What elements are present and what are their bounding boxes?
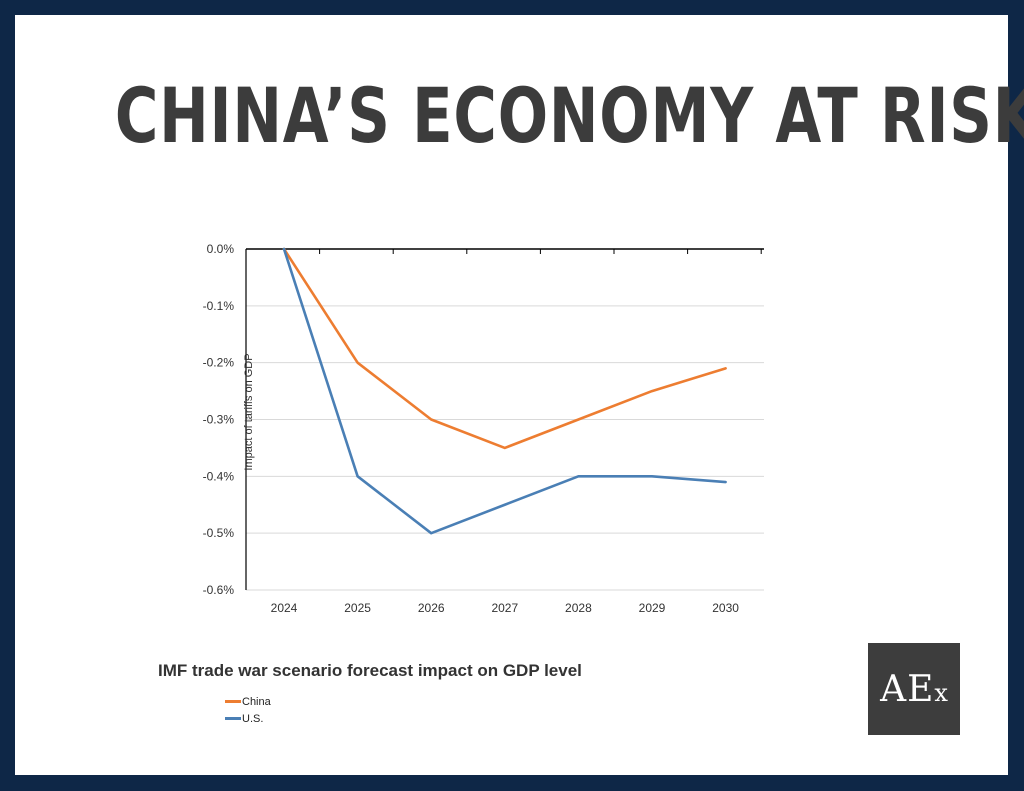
legend-swatch-china bbox=[225, 700, 241, 703]
chart-legend: China U.S. bbox=[225, 693, 271, 727]
x-tick-label-2028: 2028 bbox=[565, 601, 592, 615]
legend-swatch-us bbox=[225, 717, 241, 720]
y-tick-label-0: 0.0% bbox=[207, 242, 235, 256]
y-axis-label: Impact of tariffs on GDP bbox=[243, 353, 255, 470]
y-tick-label-3: -0.3% bbox=[203, 413, 235, 427]
y-tick-label-2: -0.2% bbox=[203, 356, 235, 370]
x-tick-label-2029: 2029 bbox=[639, 601, 666, 615]
series-line-china bbox=[282, 247, 727, 450]
y-tick-label-6: -0.6% bbox=[203, 583, 235, 597]
y-tick-label-1: -0.1% bbox=[203, 299, 235, 313]
x-tick-label-2024: 2024 bbox=[271, 601, 298, 615]
x-tick-label-2027: 2027 bbox=[491, 601, 518, 615]
y-tick-label-5: -0.5% bbox=[203, 526, 235, 540]
legend-label-us: U.S. bbox=[242, 712, 264, 725]
x-tick-label-2025: 2025 bbox=[344, 601, 371, 615]
axes bbox=[245, 248, 764, 590]
series-line-us bbox=[282, 247, 727, 535]
tick-labels: 0.0% -0.1% -0.2% -0.3% -0.4% -0.5% -0.6% 2024 20… bbox=[203, 242, 740, 615]
legend-item-china: China bbox=[225, 693, 271, 710]
x-tick-label-2026: 2026 bbox=[418, 601, 445, 615]
headline: CHINA’S ECONOMY AT RISK. bbox=[114, 71, 1024, 160]
chart-title: IMF trade war scenario forecast impact o… bbox=[158, 661, 582, 680]
content-card bbox=[15, 15, 1008, 775]
series-lines bbox=[282, 247, 727, 535]
grid-lines bbox=[246, 305, 764, 591]
legend-label-china: China bbox=[242, 695, 271, 708]
x-tick-label-2030: 2030 bbox=[712, 601, 739, 615]
logo-text-small: x bbox=[934, 679, 948, 707]
legend-item-us: U.S. bbox=[225, 710, 271, 727]
aex-logo: AE x bbox=[868, 643, 960, 735]
logo-text-big: AE bbox=[880, 668, 935, 710]
y-tick-label-4: -0.4% bbox=[203, 469, 235, 483]
